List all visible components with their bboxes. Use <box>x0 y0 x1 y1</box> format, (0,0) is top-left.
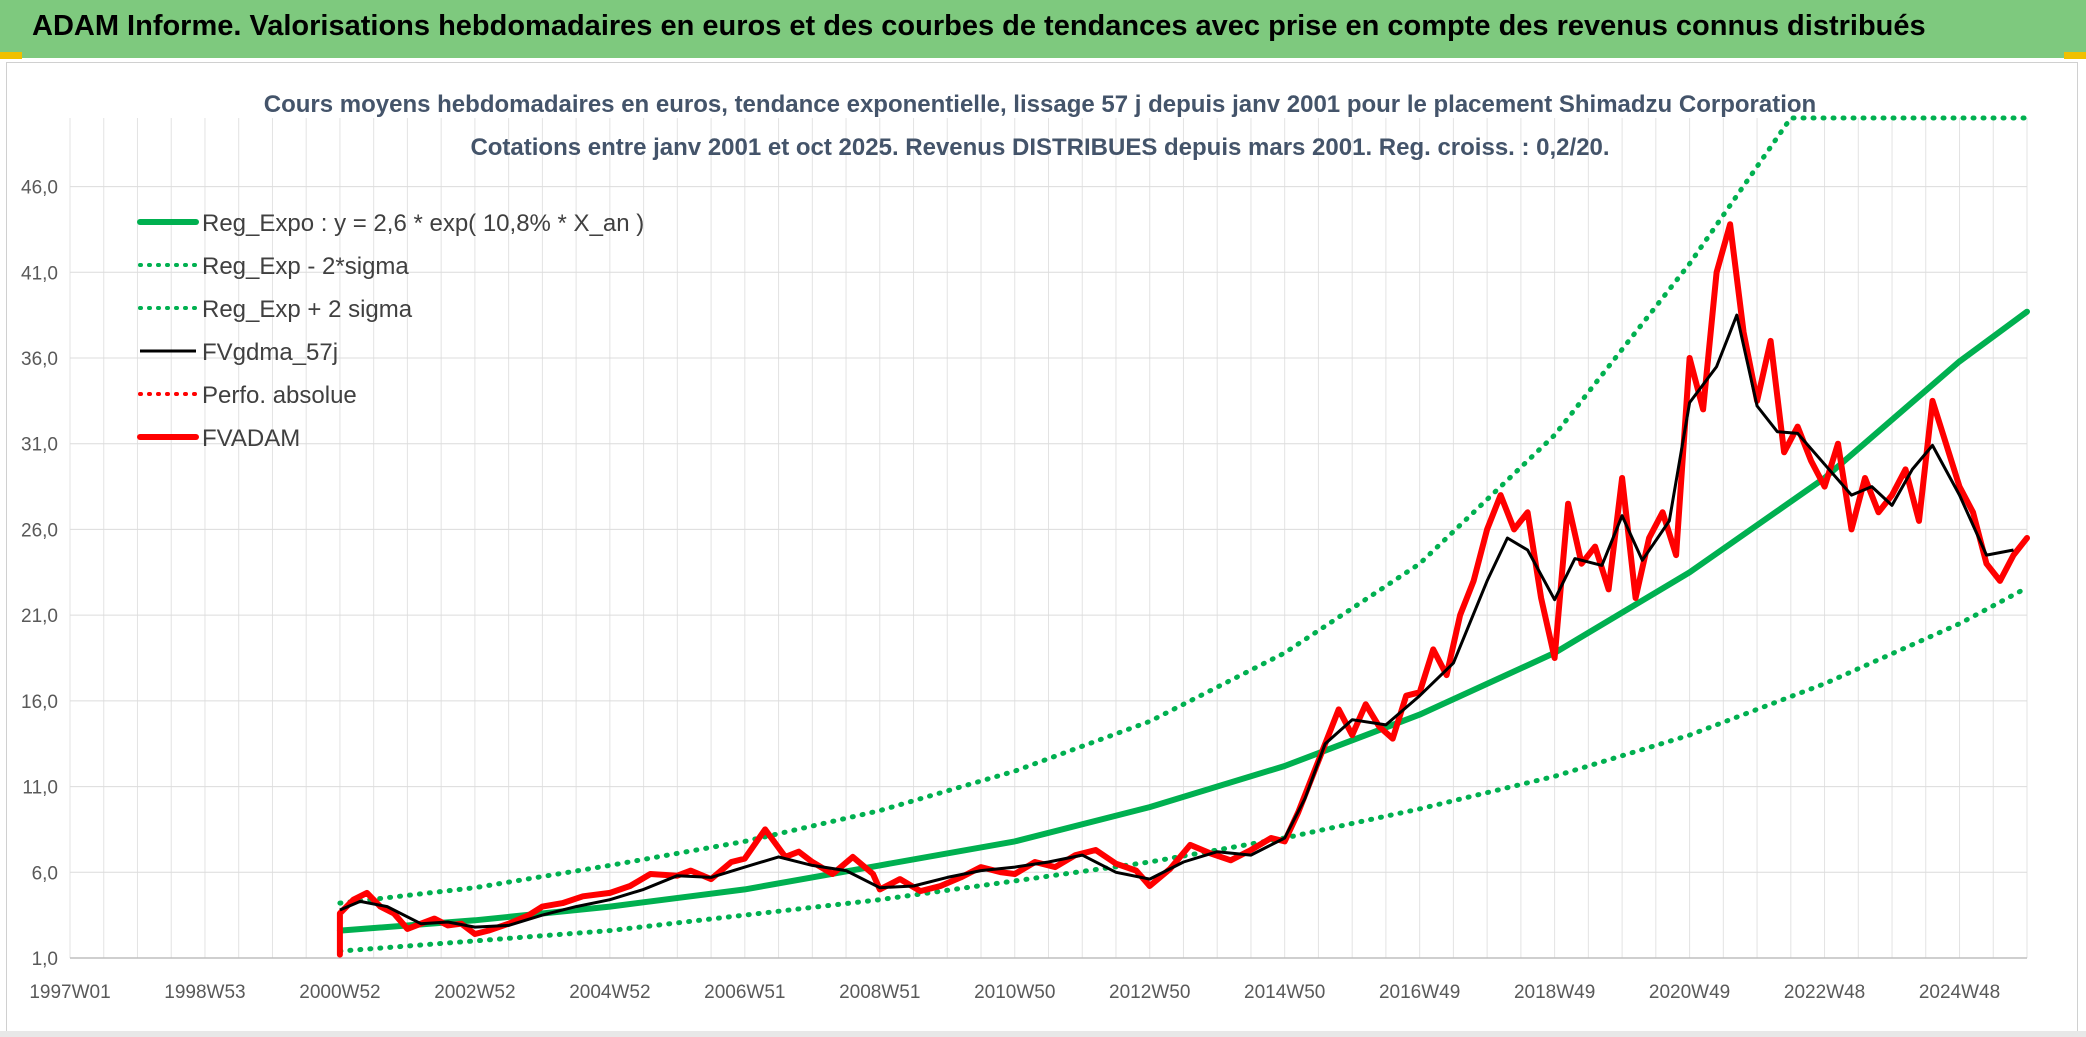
x-tick-label: 2016W49 <box>1379 982 1460 1003</box>
x-tick-label: 2004W52 <box>569 982 650 1003</box>
x-tick-label: 2012W50 <box>1109 982 1190 1003</box>
report-title: ADAM Informe. Valorisations hebdomadaire… <box>32 10 1926 42</box>
y-tick-label: 6,0 <box>32 863 58 884</box>
x-tick-label: 2020W49 <box>1649 982 1730 1003</box>
x-tick-label: 2010W50 <box>974 982 1055 1003</box>
x-tick-label: 1998W53 <box>164 982 245 1003</box>
x-tick-label: 2008W51 <box>839 982 920 1003</box>
y-tick-label: 36,0 <box>21 349 58 370</box>
x-tick-label: 2014W50 <box>1244 982 1325 1003</box>
legend-label: FVADAM <box>202 425 300 452</box>
grid-lines <box>69 118 2028 959</box>
y-tick-label: 16,0 <box>21 692 58 713</box>
y-tick-label: 11,0 <box>22 778 58 799</box>
legend-label: Perfo. absolue <box>202 382 357 409</box>
chart-title: Cours moyens hebdomadaires en euros, ten… <box>264 91 1816 118</box>
y-tick-label: 41,0 <box>21 263 58 284</box>
series-line-reg-exp-2-sigma <box>337 115 2030 906</box>
x-tick-label: 1997W01 <box>29 982 110 1003</box>
y-tick-label: 46,0 <box>21 178 58 199</box>
bottom-strip <box>0 1031 2086 1037</box>
legend-label: FVgdma_57j <box>202 339 338 366</box>
y-tick-label: 26,0 <box>21 520 58 541</box>
legend-label: Reg_Expo : y = 2,6 * exp( 10,8% * X_an ) <box>202 210 644 237</box>
chart-subtitle: Cotations entre janv 2001 et oct 2025. R… <box>470 134 1609 161</box>
series-line-fvgdma-57j <box>339 313 2014 929</box>
x-tick-label: 2018W49 <box>1514 982 1595 1003</box>
series-line-reg-exp-2-sigma <box>337 585 2030 954</box>
legend: Reg_Expo : y = 2,6 * exp( 10,8% * X_an )… <box>137 210 644 452</box>
y-tick-label: 21,0 <box>21 606 58 627</box>
y-tick-label: 31,0 <box>21 435 58 456</box>
series-line-reg-expo-y-2-6-exp-10-8-x-an <box>336 308 2030 934</box>
banner-corner-right <box>2064 52 2086 59</box>
axes: 1,0 6,0 11,0 16,0 21,0 26,0 31,0 36,0 41,0 46,0 19… <box>21 178 2027 1003</box>
x-tick-label: 2024W48 <box>1919 982 2000 1003</box>
report-banner: ADAM Informe. Valorisations hebdomadaire… <box>0 0 2086 58</box>
series-layer <box>336 115 2030 958</box>
legend-label: Reg_Exp + 2 sigma <box>202 296 413 323</box>
y-tick-label: 1,0 <box>32 949 58 970</box>
x-tick-label: 2000W52 <box>299 982 380 1003</box>
x-tick-label: 2022W48 <box>1784 982 1865 1003</box>
legend-label: Reg_Exp - 2*sigma <box>202 253 409 280</box>
x-tick-label: 2002W52 <box>434 982 515 1003</box>
banner-corner-left <box>0 52 22 59</box>
x-tick-label: 2006W51 <box>704 982 785 1003</box>
